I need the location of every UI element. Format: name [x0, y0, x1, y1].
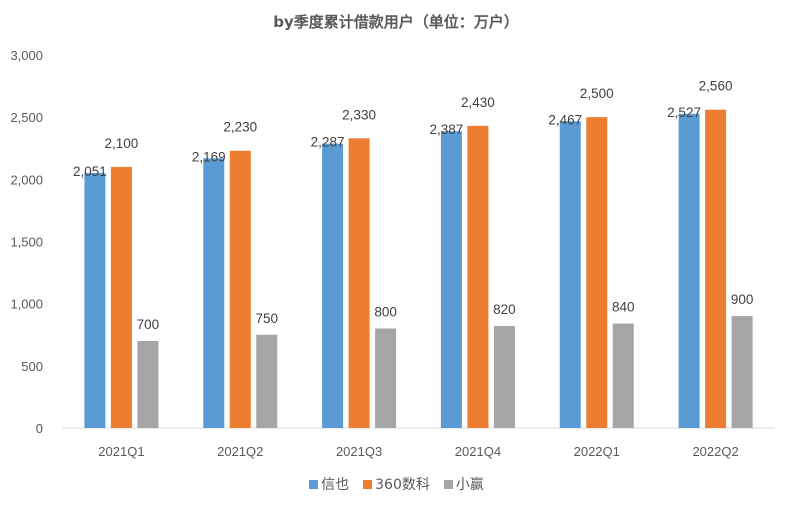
legend-item-360[interactable]: 360数科	[363, 474, 430, 494]
data-label: 2,560	[699, 79, 733, 94]
legend-swatch-xinye	[309, 479, 319, 489]
bars: 2,051 2,100 700 2,169 2,230 750 2,287 2,330 800 2…	[73, 79, 754, 429]
x-axis: 2021Q1 2021Q2 2021Q3 2021Q4 2022Q1 2022Q2	[98, 444, 738, 459]
legend-item-xinye[interactable]: 信也	[309, 474, 349, 494]
data-label: 2,051	[73, 164, 107, 179]
bar	[559, 121, 581, 429]
bar	[678, 113, 700, 429]
x-tick-label: 2021Q1	[98, 444, 144, 459]
y-tick-label: 3,000	[10, 48, 43, 63]
data-label: 700	[137, 317, 160, 332]
x-tick-label: 2021Q3	[336, 444, 382, 459]
bar-chart: by季度累计借款用户（单位：万户） 0 500 1,000 1,500 2,000 2,5…	[10, 13, 775, 459]
data-label: 2,430	[461, 95, 495, 110]
legend-item-xiaoying[interactable]: 小赢	[443, 474, 484, 494]
bar	[84, 172, 106, 428]
legend-swatch-xiaoying	[443, 479, 453, 489]
data-label: 840	[612, 300, 635, 315]
y-axis: 0 500 1,000 1,500 2,000 2,500 3,000	[10, 48, 43, 436]
x-tick-label: 2022Q1	[574, 444, 620, 459]
chart-title: by季度累计借款用户（单位：万户）	[273, 13, 519, 31]
legend-label-xiaoying: 小赢	[455, 477, 484, 493]
data-label: 2,169	[192, 149, 226, 164]
bar	[586, 117, 608, 429]
data-label: 2,230	[223, 120, 257, 135]
bar	[375, 328, 397, 428]
legend: 信也 360数科 小赢	[0, 474, 793, 494]
data-label: 2,287	[311, 135, 345, 150]
bar	[467, 125, 489, 429]
y-tick-label: 1,000	[10, 297, 43, 312]
legend-label-xinye: 信也	[321, 477, 350, 493]
data-label: 2,100	[105, 136, 139, 151]
bar	[348, 138, 370, 428]
data-label: 900	[731, 292, 754, 307]
data-label: 820	[493, 302, 516, 317]
data-label: 2,330	[342, 107, 376, 122]
bar	[612, 323, 634, 428]
bar	[110, 166, 132, 428]
data-label: 2,500	[580, 86, 614, 101]
y-tick-label: 2,000	[10, 172, 43, 187]
data-label: 800	[374, 305, 397, 320]
y-tick-label: 2,500	[10, 110, 43, 125]
data-label: 2,527	[667, 105, 701, 120]
bar	[256, 334, 278, 428]
y-tick-label: 1,500	[10, 235, 43, 250]
bar	[731, 316, 753, 428]
bar	[229, 150, 251, 428]
x-tick-label: 2022Q2	[692, 444, 738, 459]
data-label: 750	[255, 311, 278, 326]
x-tick-label: 2021Q4	[455, 444, 501, 459]
y-tick-label: 500	[21, 359, 43, 374]
bar	[493, 326, 515, 428]
legend-swatch-360	[363, 479, 373, 489]
y-tick-label: 0	[36, 421, 43, 436]
bar	[440, 131, 462, 428]
x-tick-label: 2021Q2	[217, 444, 263, 459]
legend-label-360: 360数科	[375, 477, 430, 493]
bar	[203, 158, 225, 429]
data-label: 2,467	[548, 112, 582, 127]
bar	[322, 143, 344, 429]
bar	[705, 109, 727, 428]
data-label: 2,387	[430, 122, 464, 137]
bar	[137, 340, 159, 428]
